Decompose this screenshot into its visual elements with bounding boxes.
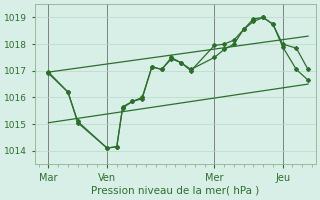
X-axis label: Pression niveau de la mer( hPa ): Pression niveau de la mer( hPa ) (91, 186, 260, 196)
